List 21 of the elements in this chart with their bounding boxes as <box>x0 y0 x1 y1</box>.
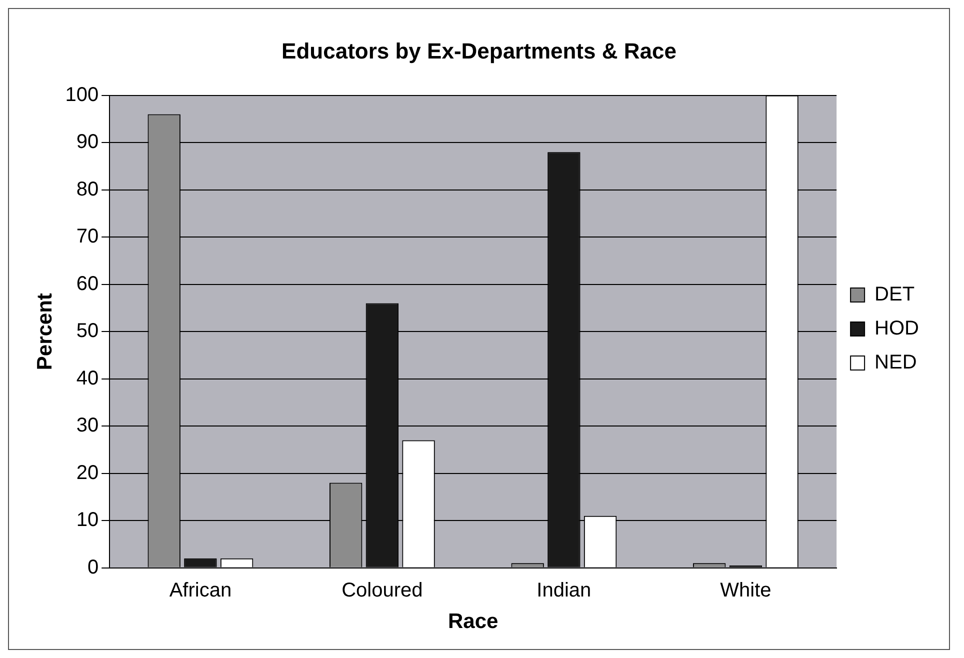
y-tick-label: 0 <box>87 556 99 578</box>
y-tick-label: 10 <box>76 509 99 532</box>
x-tick-label: African <box>169 579 232 602</box>
y-tick-label: 30 <box>76 414 99 437</box>
y-tick-label: 50 <box>76 320 99 342</box>
x-axis-title: Race <box>448 610 498 634</box>
y-tick-label: 20 <box>76 462 99 484</box>
chart-title: Educators by Ex-Departments & Race <box>282 38 676 64</box>
y-axis-title: Percent <box>33 293 56 370</box>
x-tick-label: Indian <box>536 579 592 602</box>
legend-label: DET <box>874 284 915 306</box>
y-tick-label: 70 <box>76 226 99 248</box>
y-tick-label: 90 <box>76 131 99 154</box>
x-tick-label: Coloured <box>342 579 423 602</box>
legend-label: NED <box>874 352 917 374</box>
y-tick-label: 80 <box>76 178 99 200</box>
y-tick-label: 100 <box>65 84 99 106</box>
y-tick-label: 60 <box>76 272 99 295</box>
x-tick-label: White <box>720 579 772 602</box>
legend-label: HOD <box>874 318 920 340</box>
y-tick-label: 40 <box>76 367 99 390</box>
